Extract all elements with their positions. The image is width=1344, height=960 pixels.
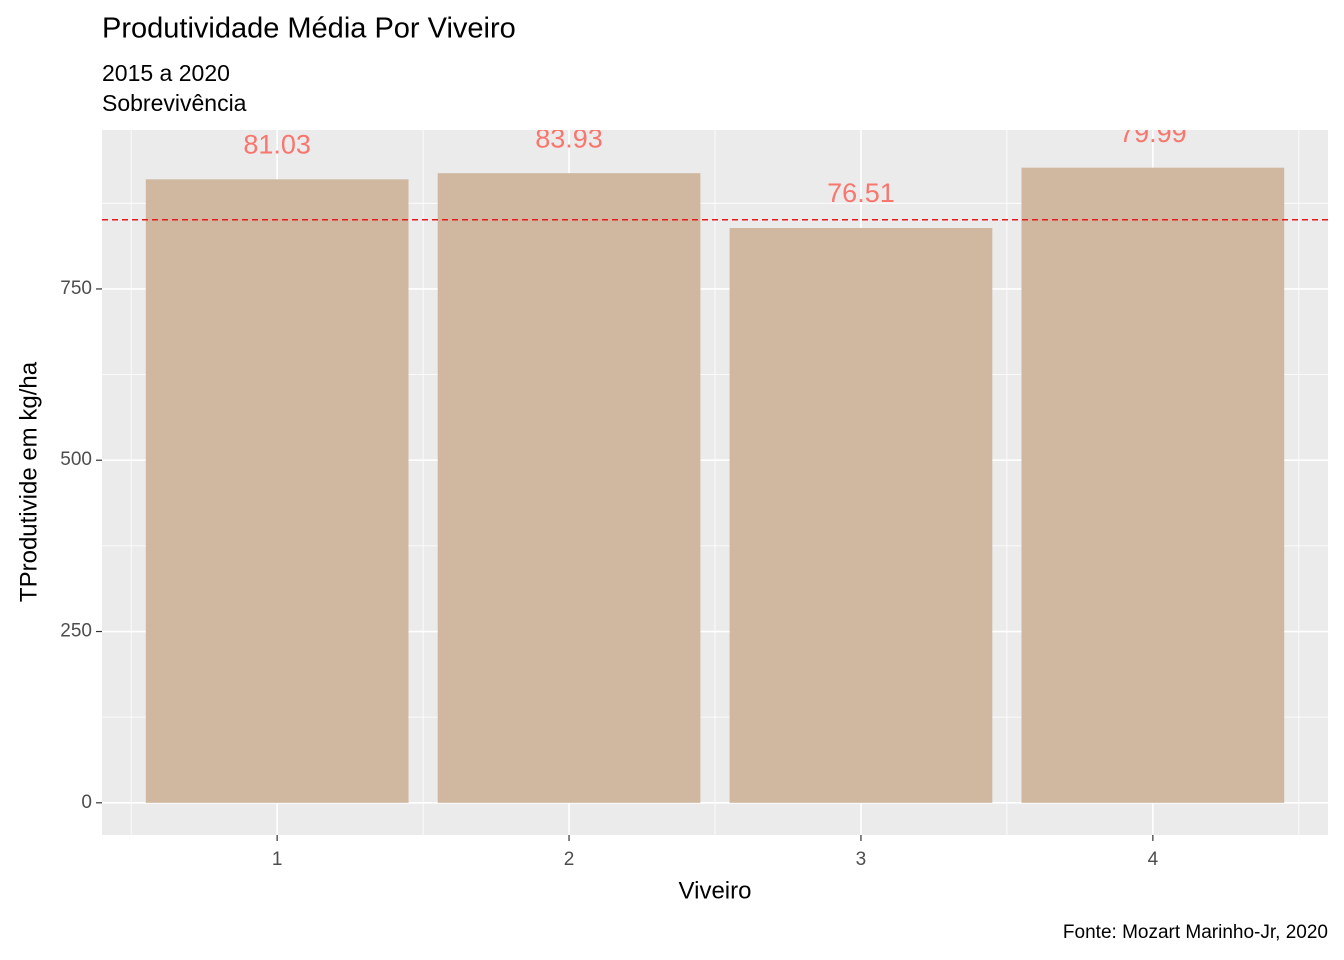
subtitle: 2015 a 2020 xyxy=(102,60,230,86)
bar xyxy=(437,173,701,803)
x-axis-title: Viveiro xyxy=(679,877,752,904)
x-tick-label: 4 xyxy=(1148,849,1159,870)
caption: Fonte: Mozart Marinho-Jr, 2020 xyxy=(1063,922,1328,943)
y-tick-label: 500 xyxy=(60,449,92,470)
subtitle: Sobrevivência xyxy=(102,90,247,116)
bar xyxy=(729,227,993,803)
x-tick-label: 1 xyxy=(272,849,283,870)
y-tick-label: 0 xyxy=(81,792,92,813)
chart-title: Produtividade Média Por Viveiro xyxy=(102,13,516,45)
y-axis-title: TProdutivide em kg/ha xyxy=(15,361,42,602)
y-tick-label: 250 xyxy=(60,621,92,642)
x-tick-label: 2 xyxy=(564,849,575,870)
annotation: 81.03 xyxy=(243,129,311,159)
bar xyxy=(145,179,409,803)
annotation: 76.51 xyxy=(827,178,895,208)
annotation: 83.93 xyxy=(535,123,603,153)
bar xyxy=(1021,167,1285,803)
x-tick-label: 3 xyxy=(856,849,867,870)
annotation: 79.99 xyxy=(1119,118,1187,148)
y-tick-label: 750 xyxy=(60,278,92,299)
